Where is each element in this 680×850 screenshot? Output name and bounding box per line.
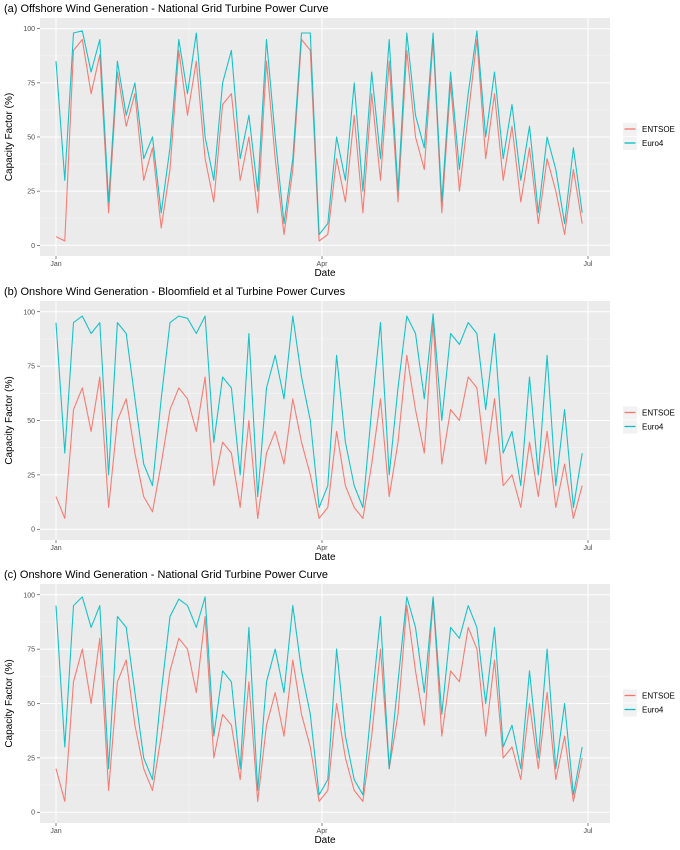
panel-2: (b) Onshore Wind Generation - Bloomfield… (4, 286, 675, 563)
legend-label: ENTSOE (642, 409, 675, 418)
x-axis-label: Date (314, 835, 336, 846)
panel-title: (a) Offshore Wind Generation - National … (4, 3, 328, 15)
y-tick-label: 50 (27, 701, 35, 708)
series-line-euro4 (55, 313, 583, 509)
x-tick-label: Jan (50, 828, 61, 835)
series-line-entsoe (55, 598, 583, 802)
series-line-euro4 (55, 30, 583, 236)
legend: ENTSOE Euro4 (623, 406, 675, 434)
legend-label: Euro4 (642, 139, 664, 148)
panel-1: (a) Offshore Wind Generation - National … (4, 3, 675, 279)
x-tick-label: Apr (317, 828, 329, 835)
y-tick-label: 75 (27, 80, 35, 87)
y-tick-label: 100 (23, 592, 35, 599)
y-axis-label: Capacity Factor (%) (4, 659, 15, 747)
y-axis-label: Capacity Factor (%) (4, 376, 15, 464)
y-tick-label: 0 (31, 243, 35, 250)
x-tick-label: Apr (317, 545, 329, 552)
x-tick-label: Jan (50, 261, 61, 268)
x-tick-label: Jan (50, 545, 61, 552)
legend-label: Euro4 (642, 706, 664, 715)
legend-label: ENTSOE (642, 125, 675, 134)
panel-3: (c) Onshore Wind Generation - National G… (4, 569, 675, 846)
series-line-entsoe (55, 322, 583, 519)
x-tick-label: Jul (584, 261, 593, 268)
legend-label: Euro4 (642, 423, 664, 432)
legend-label: ENTSOE (642, 692, 675, 701)
x-axis-label: Date (314, 268, 336, 279)
y-tick-label: 25 (27, 189, 35, 196)
y-tick-label: 0 (31, 810, 35, 817)
x-axis-label: Date (314, 552, 336, 563)
y-tick-label: 100 (23, 309, 35, 316)
legend: ENTSOE Euro4 (623, 123, 675, 150)
series-line-euro4 (55, 596, 583, 796)
legend: ENTSOE Euro4 (623, 689, 675, 717)
y-tick-label: 25 (27, 472, 35, 479)
y-tick-label: 50 (27, 135, 35, 142)
y-tick-label: 25 (27, 755, 35, 762)
y-tick-label: 100 (23, 26, 35, 33)
x-tick-label: Jul (584, 545, 593, 552)
y-axis-label: Capacity Factor (%) (4, 93, 15, 181)
y-tick-label: 75 (27, 647, 35, 654)
series-line-entsoe (55, 38, 583, 242)
panel-title: (b) Onshore Wind Generation - Bloomfield… (4, 286, 346, 298)
x-tick-label: Jul (584, 828, 593, 835)
y-tick-label: 50 (27, 418, 35, 425)
x-tick-label: Apr (317, 261, 329, 268)
y-tick-label: 75 (27, 364, 35, 371)
panel-title: (c) Onshore Wind Generation - National G… (4, 569, 328, 581)
y-tick-label: 0 (31, 527, 35, 534)
